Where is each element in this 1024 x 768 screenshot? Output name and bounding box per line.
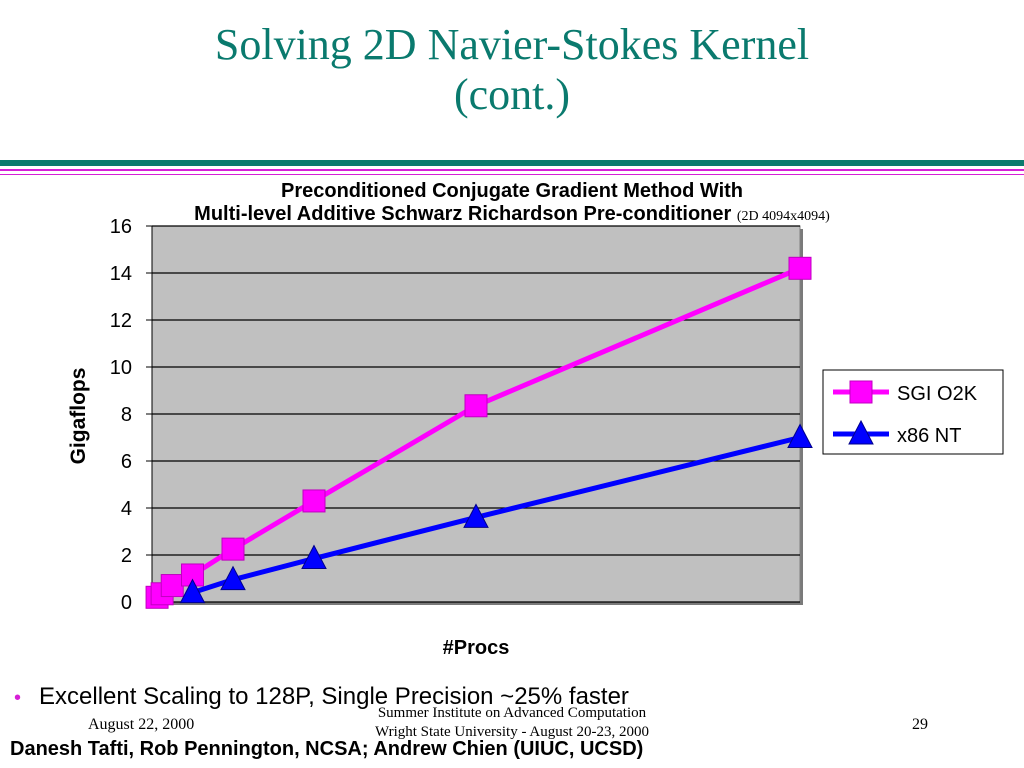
credits: Danesh Tafti, Rob Pennington, NCSA; Andr… (10, 738, 644, 760)
footer-page-number: 29 (912, 716, 928, 733)
legend-marker (848, 419, 874, 445)
data-point-2 (179, 578, 206, 604)
data-point-2 (787, 423, 813, 448)
footer-date: August 22, 2000 (88, 716, 195, 733)
slide-title-line1: Solving 2D Navier-Stokes Kernel (214, 20, 810, 69)
legend-label: x86 NT (897, 425, 961, 447)
footer-center-line1: Summer Institute on Advanced Computation (377, 705, 647, 721)
data-point-2 (220, 565, 246, 591)
x-axis-label: #Procs (443, 637, 510, 659)
data-point-1 (160, 574, 184, 598)
data-point-1 (464, 394, 488, 418)
y-tick-label: 10 (110, 357, 132, 379)
y-tick-label: 6 (121, 451, 132, 473)
y-tick-label: 2 (121, 545, 132, 567)
data-point-1 (221, 537, 245, 561)
chart-title: Preconditioned Conjugate Gradient Method… (120, 180, 904, 226)
data-point-1 (788, 256, 812, 280)
y-tick-label: 8 (121, 404, 132, 426)
bullet-text: Excellent Scaling to 128P, Single Precis… (39, 683, 629, 710)
slide-title-line2: (cont.) (453, 70, 571, 119)
chart-title-line2-text: Multi-level Additive Schwarz Richardson … (194, 203, 732, 225)
data-point-2 (463, 503, 489, 528)
chart-title-note: (2D 4094x4094) (736, 209, 830, 224)
footer-center-line2: Wright State University - August 20-23, … (375, 724, 649, 740)
legend-marker (849, 380, 873, 404)
chart-title-line1: Preconditioned Conjugate Gradient Method… (280, 180, 744, 202)
footer-center: Summer Institute on Advanced Computation… (312, 704, 712, 742)
slide-title: Solving 2D Navier-Stokes Kernel (cont.) (0, 20, 1024, 120)
y-tick-label: 12 (110, 310, 132, 332)
divider-magenta-thin (0, 174, 1024, 175)
y-tick-label: 4 (121, 498, 132, 520)
y-tick-label: 14 (110, 263, 132, 285)
bullet-dot-icon: • (14, 687, 22, 709)
divider-teal (0, 160, 1024, 166)
divider-magenta (0, 169, 1024, 171)
bullet-item: • Excellent Scaling to 128P, Single Preci… (14, 683, 629, 711)
y-tick-label: 16 (110, 216, 132, 238)
y-axis-label: Gigaflops (67, 368, 90, 465)
data-point-1 (302, 489, 326, 513)
y-tick-label: 0 (121, 592, 132, 614)
data-point-2 (301, 544, 327, 570)
legend-label: SGI O2K (897, 383, 978, 405)
chart-title-line2: Multi-level Additive Schwarz Richardson … (120, 203, 904, 226)
